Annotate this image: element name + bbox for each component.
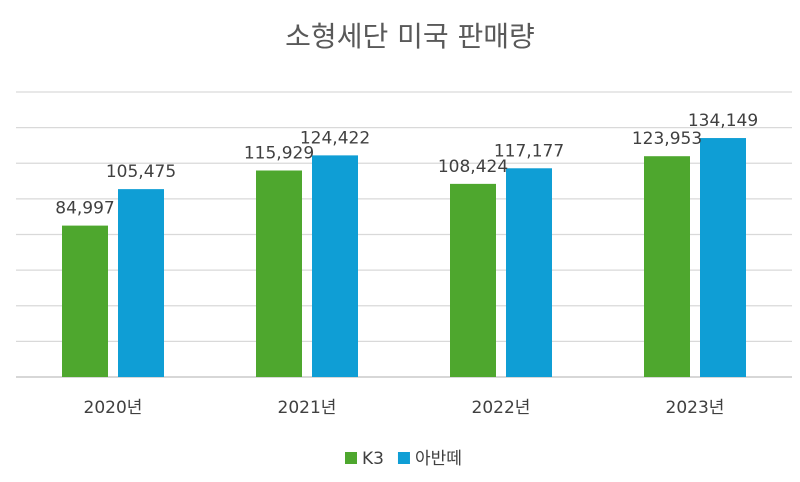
data-label: 115,929 <box>244 144 314 164</box>
legend: K3 아반떼 <box>345 449 462 469</box>
category-labels: 2020년 2021년 2022년 2023년 <box>84 398 725 418</box>
bar-K3-2022년 <box>450 183 496 377</box>
data-label: 84,997 <box>55 199 114 219</box>
legend-label: K3 <box>362 449 384 469</box>
data-label: 117,177 <box>494 141 564 161</box>
category-label: 2023년 <box>666 398 725 418</box>
category-label: 2020년 <box>84 398 143 418</box>
category-label: 2022년 <box>472 398 531 418</box>
legend-swatch <box>397 452 410 464</box>
chart-title: 소형세단 미국 판매량 <box>285 20 535 53</box>
legend-label: 아반떼 <box>415 449 462 469</box>
data-label: 108,424 <box>438 157 508 177</box>
data-label: 105,475 <box>106 162 176 182</box>
data-label: 123,953 <box>632 129 702 149</box>
bar-아반떼-2023년 <box>700 138 746 377</box>
bar-아반떼-2021년 <box>312 155 358 377</box>
legend-swatch <box>345 452 357 464</box>
data-label: 134,149 <box>688 111 758 131</box>
data-label: 124,422 <box>300 128 370 148</box>
bar-K3-2023년 <box>644 156 690 377</box>
bar-아반떼-2020년 <box>118 189 164 377</box>
bar-K3-2020년 <box>62 225 108 377</box>
bar-아반떼-2022년 <box>506 168 552 377</box>
category-label: 2021년 <box>278 398 337 418</box>
bar-K3-2021년 <box>256 170 302 377</box>
bars <box>62 138 746 377</box>
